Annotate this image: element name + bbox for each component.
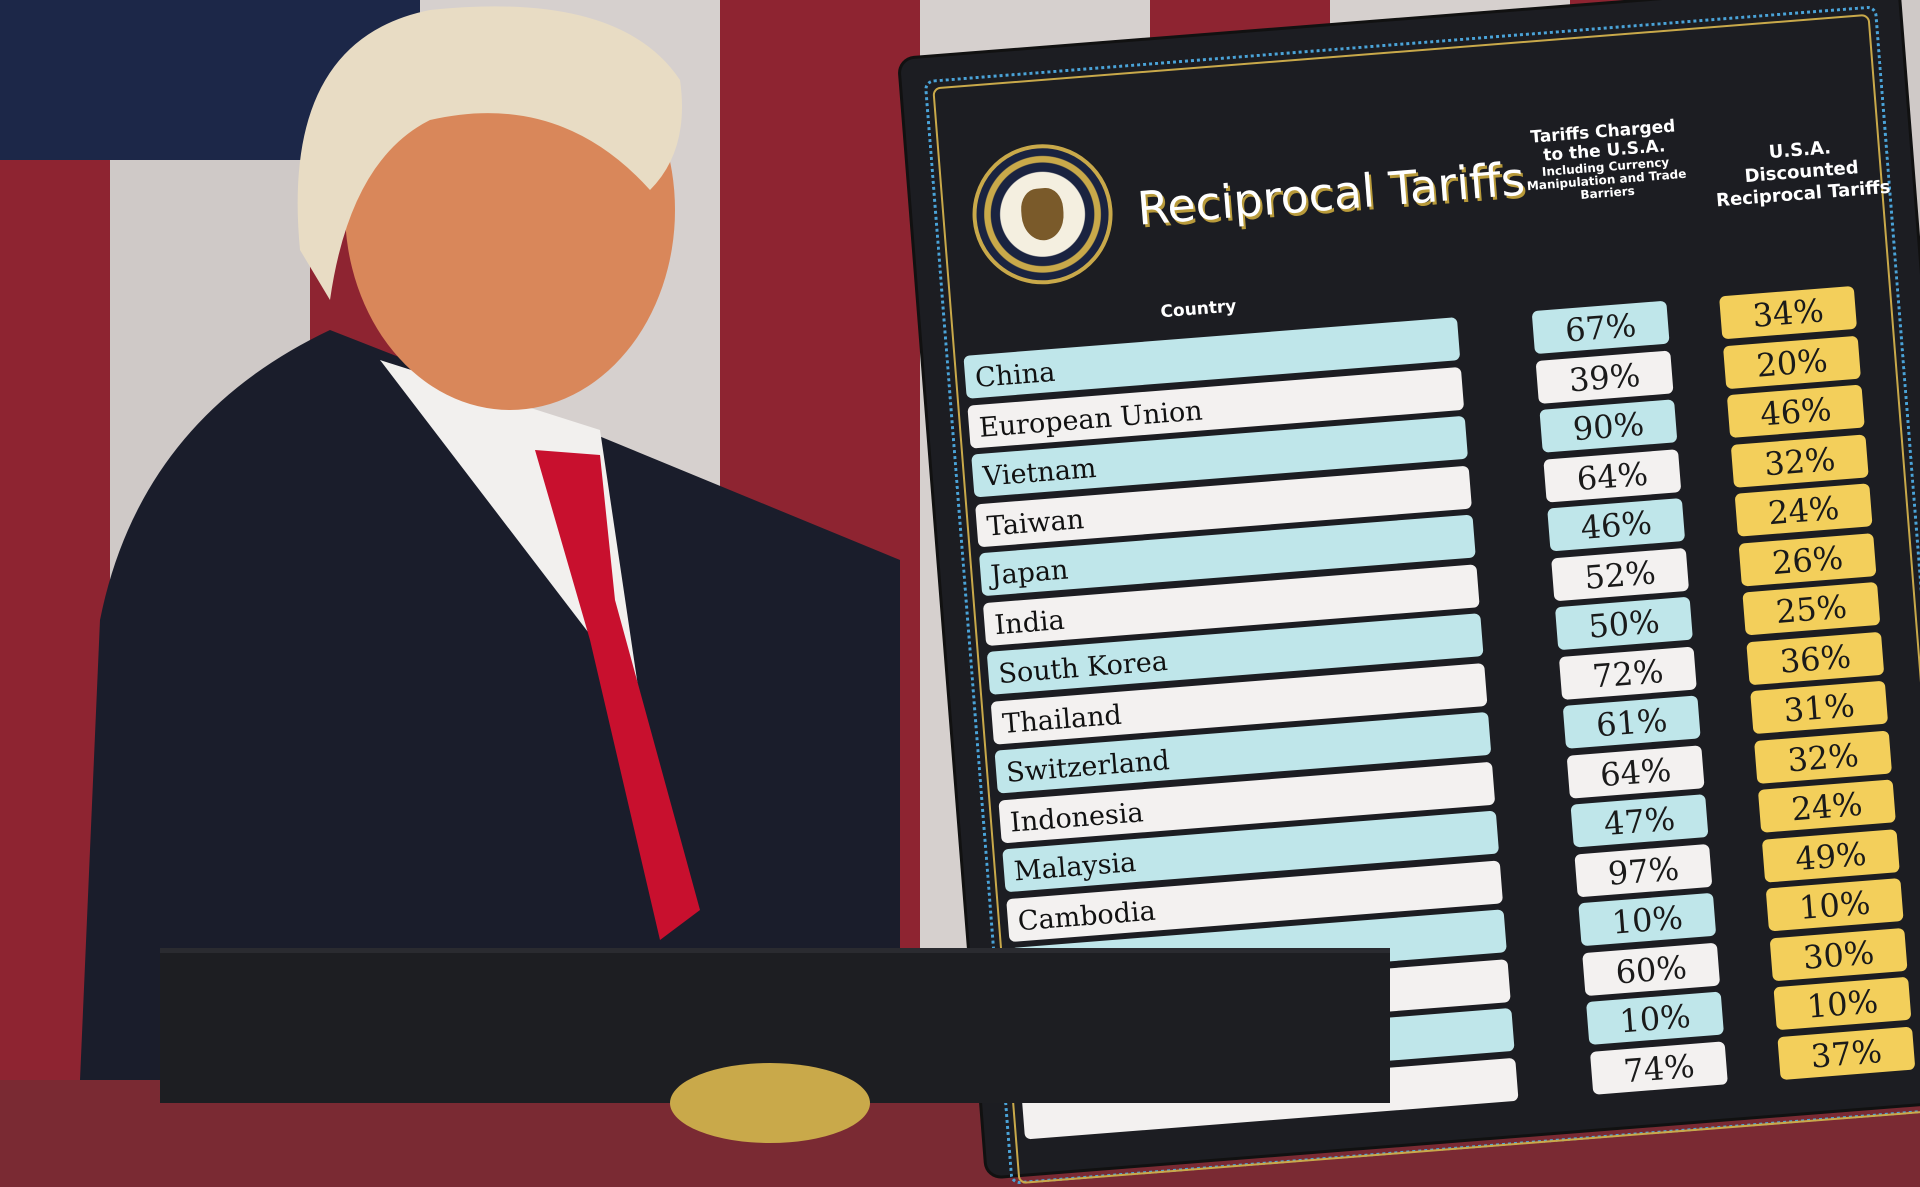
hair (297, 6, 682, 300)
header-charged: Tariffs Charged to the U.S.A. Including C… (1517, 116, 1693, 206)
podium (160, 948, 1390, 1143)
header-discounted: U.S.A. Discounted Reciprocal Tariffs (1715, 137, 1892, 212)
speaker (80, 6, 1220, 1080)
podium-seal-icon (670, 1063, 870, 1143)
shirt-collar (380, 360, 640, 700)
tie (535, 450, 700, 940)
